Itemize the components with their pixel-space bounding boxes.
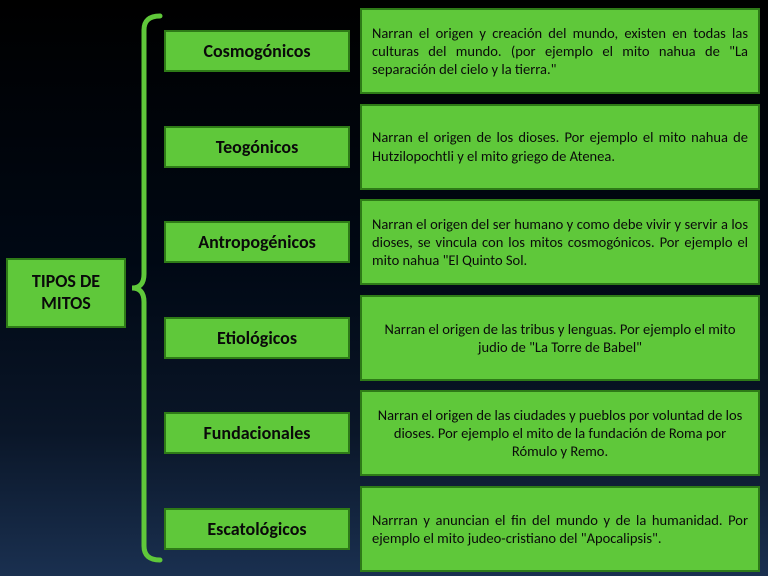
category-rows-container: Cosmogónicos Narran el origen y creación …	[164, 8, 760, 572]
root-category-box: TIPOS DE MITOS	[6, 258, 126, 328]
root-title: TIPOS DE MITOS	[8, 271, 124, 314]
category-label: Escatológicos	[207, 518, 306, 540]
category-row: Etiológicos Narran el origen de las tribu…	[164, 295, 760, 381]
category-description: Narran el origen de los dioses. Por ejem…	[372, 128, 748, 164]
category-description: Narran el origen de las tribus y lenguas…	[372, 320, 748, 356]
category-row: Fundacionales Narran el origen de las ciu…	[164, 390, 760, 476]
category-label: Etiológicos	[217, 327, 297, 349]
category-description-box: Narran el origen de los dioses. Por ejem…	[360, 104, 760, 190]
category-label-box: Etiológicos	[164, 317, 350, 359]
brace-connector	[128, 10, 164, 566]
category-row: Cosmogónicos Narran el origen y creación …	[164, 8, 760, 94]
category-description-box: Narrran y anuncian el fin del mundo y de…	[360, 486, 760, 572]
category-description-box: Narran el origen de las tribus y lenguas…	[360, 295, 760, 381]
category-description-box: Narran el origen del ser humano y como d…	[360, 199, 760, 285]
category-description: Narrran y anuncian el fin del mundo y de…	[372, 511, 748, 547]
category-description-box: Narran el origen de las ciudades y puebl…	[360, 390, 760, 476]
category-label-box: Cosmogónicos	[164, 30, 350, 72]
category-row: Escatológicos Narrran y anuncian el fin d…	[164, 486, 760, 572]
category-label-box: Antropogénicos	[164, 221, 350, 263]
category-label: Cosmogónicos	[203, 40, 310, 62]
category-description-box: Narran el origen y creación del mundo, e…	[360, 8, 760, 94]
category-label-box: Fundacionales	[164, 412, 350, 454]
category-label: Antropogénicos	[198, 231, 316, 253]
category-row: Antropogénicos Narran el origen del ser h…	[164, 199, 760, 285]
category-label: Fundacionales	[204, 422, 311, 444]
category-description: Narran el origen del ser humano y como d…	[372, 215, 748, 269]
category-label: Teogónicos	[216, 136, 299, 158]
category-label-box: Teogónicos	[164, 126, 350, 168]
category-label-box: Escatológicos	[164, 508, 350, 550]
category-row: Teogónicos Narran el origen de los dioses…	[164, 104, 760, 190]
category-description: Narran el origen de las ciudades y puebl…	[372, 406, 748, 460]
category-description: Narran el origen y creación del mundo, e…	[372, 24, 748, 78]
